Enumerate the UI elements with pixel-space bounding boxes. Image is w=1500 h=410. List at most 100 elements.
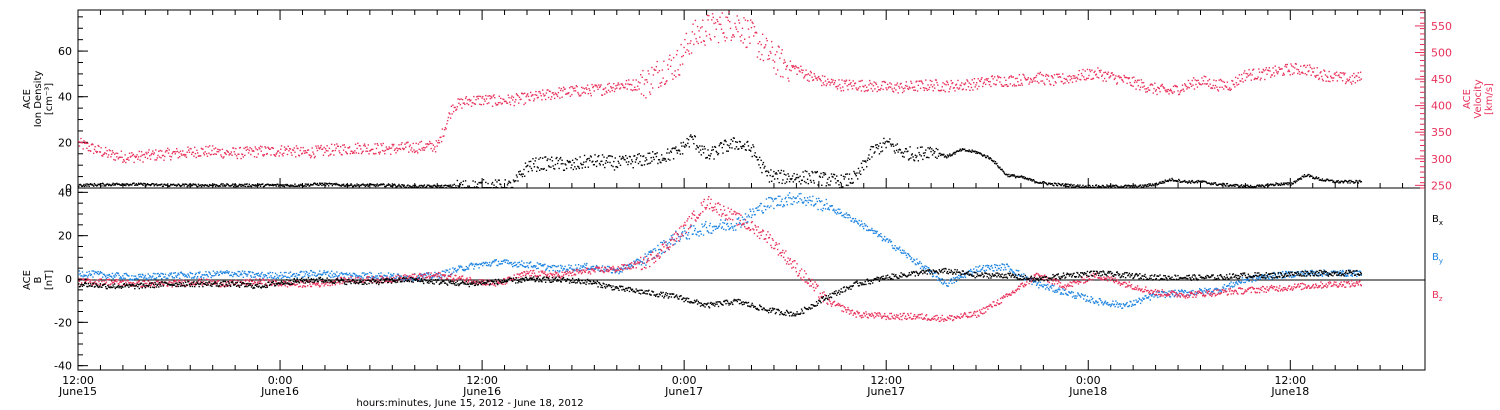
density-series-point	[170, 183, 172, 186]
velocity-series-point	[276, 152, 278, 154]
velocity-series-point	[1257, 76, 1259, 78]
density-series-point	[265, 184, 267, 186]
density-series-point	[1333, 181, 1336, 184]
velocity-series-point	[1032, 80, 1034, 82]
velocity-series-point	[1136, 81, 1138, 83]
velocity-series-point	[1127, 77, 1130, 80]
density-series-point	[578, 167, 581, 170]
density-series-point	[89, 183, 92, 185]
density-series-point	[618, 162, 620, 164]
density-series-point	[292, 185, 295, 187]
velocity-series-point	[608, 82, 610, 85]
density-series-point	[1276, 182, 1279, 185]
velocity-series-point	[437, 139, 440, 142]
velocity-series-point	[570, 85, 572, 88]
density-series-point	[314, 182, 316, 185]
velocity-series-point	[378, 153, 381, 155]
by-series-point	[663, 239, 665, 242]
by-series-point	[976, 270, 979, 273]
density-series-point	[200, 185, 203, 188]
velocity-series-point	[684, 51, 687, 53]
x-tick-time-label: 12:00	[1274, 374, 1306, 387]
density-series-point	[535, 170, 538, 172]
density-series-point	[416, 186, 418, 189]
by-series-point	[503, 260, 505, 262]
by-series-point	[990, 265, 992, 268]
by-series-point	[306, 271, 308, 273]
velocity-series-point	[690, 40, 692, 42]
velocity-series-point	[270, 154, 272, 156]
velocity-series-point	[1314, 75, 1316, 77]
velocity-series-point	[1059, 76, 1062, 78]
density-series-point	[633, 155, 635, 157]
velocity-series-point	[1103, 71, 1105, 74]
density-series-point	[205, 184, 207, 186]
velocity-series-point	[672, 78, 674, 80]
density-series-point	[1097, 186, 1099, 188]
by-series-point	[642, 257, 645, 259]
velocity-series-point	[1224, 85, 1226, 87]
density-series-point	[1292, 182, 1294, 185]
density-series-point	[220, 183, 222, 186]
by-series-point	[434, 271, 436, 274]
velocity-series-point	[129, 156, 132, 158]
density-series-point	[683, 145, 685, 147]
velocity-series-point	[815, 77, 817, 79]
velocity-series-point	[669, 65, 672, 68]
density-series-point	[1183, 180, 1185, 182]
velocity-series-point	[202, 148, 204, 150]
by-series-point	[321, 274, 323, 276]
density-series-point	[1348, 179, 1351, 182]
by-series-point	[212, 270, 215, 272]
velocity-series-point	[1264, 69, 1267, 71]
by-series-point	[766, 206, 768, 208]
by-series-point	[243, 272, 245, 275]
density-series-point	[857, 167, 860, 170]
velocity-series-point	[1297, 72, 1299, 75]
velocity-series-point	[95, 150, 97, 152]
by-series-point	[591, 267, 593, 270]
density-series-point	[823, 174, 825, 176]
velocity-series-point	[350, 150, 352, 152]
density-series-point	[877, 147, 879, 150]
velocity-series-point	[674, 70, 676, 72]
density-series-point	[1055, 183, 1057, 185]
density-series-point	[673, 147, 676, 149]
by-series-point	[596, 266, 598, 268]
density-series-point	[378, 184, 381, 186]
velocity-series-point	[236, 157, 239, 160]
velocity-series-point	[639, 82, 641, 84]
by-series-point	[123, 273, 126, 275]
velocity-series-point	[637, 81, 640, 83]
by-series-point	[177, 272, 179, 275]
velocity-series-point	[898, 87, 901, 89]
density-series-point	[345, 184, 347, 187]
velocity-series-point	[1354, 82, 1357, 84]
density-series-point	[107, 184, 110, 187]
by-series-point	[836, 211, 839, 214]
density-series-point	[1044, 182, 1046, 184]
by-series-point	[929, 269, 931, 272]
density-series-point	[302, 185, 304, 188]
velocity-series-point	[295, 145, 298, 147]
density-series-point	[372, 183, 375, 186]
density-series-point	[761, 163, 764, 166]
by-series-point	[906, 256, 908, 259]
velocity-series-point	[175, 151, 177, 153]
velocity-series-point	[1306, 64, 1309, 67]
density-series-point	[1248, 186, 1250, 188]
by-series-point	[380, 272, 382, 274]
by-series-point	[794, 197, 797, 200]
density-series-point	[357, 184, 359, 187]
velocity-series-point	[214, 153, 216, 155]
by-series-point	[976, 269, 978, 271]
velocity-series-point	[873, 81, 875, 83]
velocity-series-point	[1009, 83, 1012, 85]
density-series-point	[644, 160, 646, 162]
density-series-point	[796, 173, 798, 176]
density-series-point	[871, 156, 873, 158]
density-series-point	[1062, 185, 1065, 187]
velocity-series-point	[136, 154, 138, 156]
by-series-point	[692, 233, 694, 235]
velocity-series-point	[1231, 79, 1233, 82]
